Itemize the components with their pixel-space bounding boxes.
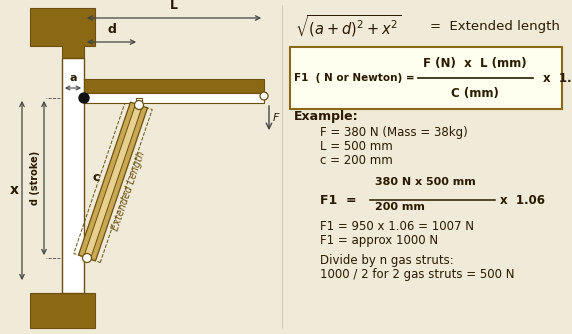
Text: x: x <box>10 183 18 197</box>
Circle shape <box>134 101 144 110</box>
Text: F (N)  x  L (mm): F (N) x L (mm) <box>423 56 527 69</box>
Text: c = 200 mm: c = 200 mm <box>320 154 393 167</box>
Polygon shape <box>30 8 95 58</box>
Bar <box>62 58 84 293</box>
Polygon shape <box>78 102 148 261</box>
Text: F1  =: F1 = <box>320 193 356 206</box>
Text: C (mm): C (mm) <box>451 88 499 101</box>
Text: F1  ( N or Newton) =: F1 ( N or Newton) = <box>294 73 415 83</box>
Text: Extended Length: Extended Length <box>110 150 147 232</box>
Text: x  1.06: x 1.06 <box>500 193 545 206</box>
Text: F1 = 950 x 1.06 = 1007 N: F1 = 950 x 1.06 = 1007 N <box>320 220 474 233</box>
Text: L = 500 mm: L = 500 mm <box>320 140 393 153</box>
Text: 200 mm: 200 mm <box>375 202 425 212</box>
Polygon shape <box>84 104 142 259</box>
Circle shape <box>79 93 89 103</box>
Text: $\sqrt{(a+d)^2+ x^2}$: $\sqrt{(a+d)^2+ x^2}$ <box>295 14 402 39</box>
Text: Example:: Example: <box>294 110 359 123</box>
Text: c: c <box>92 171 100 184</box>
Text: L: L <box>170 0 178 12</box>
Bar <box>84 79 264 93</box>
Text: d: d <box>107 23 116 36</box>
Bar <box>290 47 562 109</box>
Text: 1000 / 2 for 2 gas struts = 500 N: 1000 / 2 for 2 gas struts = 500 N <box>320 268 514 281</box>
Text: 380 N x 500 mm: 380 N x 500 mm <box>375 177 476 187</box>
Text: x  1.06: x 1.06 <box>543 71 572 85</box>
Bar <box>136 98 142 104</box>
Text: F = 380 N (Mass = 38kg): F = 380 N (Mass = 38kg) <box>320 126 468 139</box>
Text: F1 = approx 1000 N: F1 = approx 1000 N <box>320 234 438 247</box>
Text: =  Extended length: = Extended length <box>430 20 560 33</box>
Polygon shape <box>30 293 95 328</box>
Circle shape <box>82 254 92 263</box>
Text: Divide by n gas struts:: Divide by n gas struts: <box>320 254 454 267</box>
Text: F: F <box>273 113 279 123</box>
Text: a: a <box>69 73 77 83</box>
Bar <box>84 93 264 103</box>
Circle shape <box>260 92 268 100</box>
Text: d (stroke): d (stroke) <box>30 151 40 205</box>
